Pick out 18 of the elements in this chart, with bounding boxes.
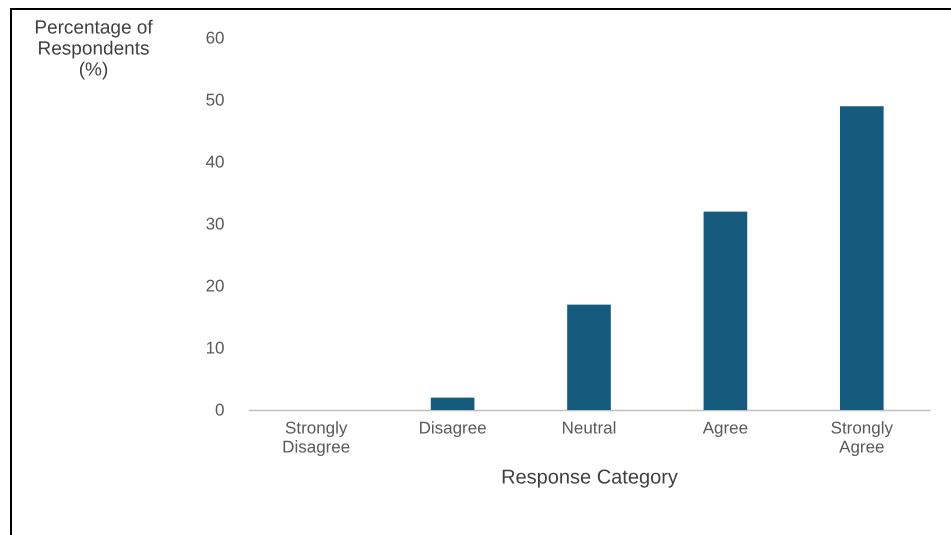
x-tick-label: Strongly Disagree [282, 418, 350, 456]
bar [704, 212, 748, 410]
y-tick-label: 30 [206, 214, 224, 234]
bar [567, 304, 611, 410]
y-tick-label: 50 [206, 90, 224, 110]
y-tick-label: 20 [206, 276, 224, 296]
x-axis-title: Response Category [501, 466, 678, 488]
y-tick-label: 40 [206, 152, 224, 172]
x-tick-label: Agree [702, 418, 748, 438]
y-tick-label: 0 [215, 400, 224, 420]
bar [840, 106, 884, 410]
bar [430, 398, 474, 410]
x-tick-label: Disagree [418, 418, 487, 438]
x-tick-label: Neutral [562, 418, 616, 438]
y-axis-title: Percentage of Respondents (%) [34, 18, 154, 80]
y-tick-label: 10 [206, 338, 224, 358]
x-tick-label: Strongly Agree [830, 418, 894, 456]
y-tick-label: 60 [206, 28, 224, 48]
